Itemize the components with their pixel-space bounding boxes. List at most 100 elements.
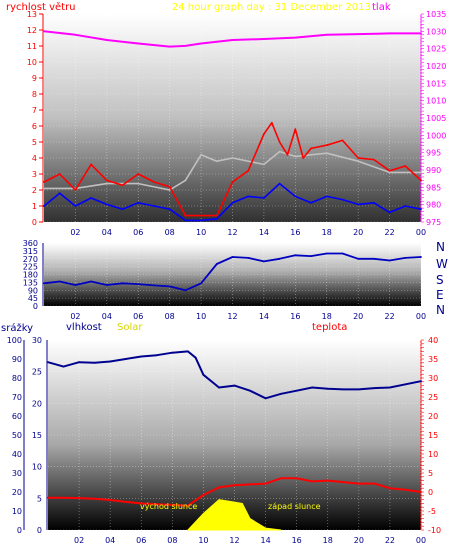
- p1-series-1-point: [137, 182, 140, 185]
- p1-series-3-point: [121, 208, 124, 211]
- p3-series-1-point: [357, 482, 360, 485]
- p1-ytick-right: 1015: [426, 79, 446, 88]
- p1-series-0-point: [74, 33, 77, 36]
- p1-ytick-left: 3: [32, 170, 37, 179]
- p3-series-0-point: [194, 356, 197, 359]
- p2-xtick: 00: [416, 312, 426, 321]
- p3-ytick-temp: 5: [428, 469, 433, 478]
- p1-series-3-point: [404, 205, 407, 207]
- p2-series-0-point: [420, 256, 422, 258]
- p3-series-0-point: [78, 361, 80, 364]
- p2-ytick: 180: [23, 271, 38, 280]
- p2-series-0-point: [200, 282, 203, 285]
- p2-xtick: 12: [227, 312, 237, 321]
- p1-ytick-right: 1010: [426, 97, 446, 106]
- p1-series-2-point: [215, 214, 218, 217]
- p3-xtick: 06: [136, 536, 146, 545]
- panel1-plot-area: [44, 14, 421, 222]
- p2-series-0-point: [310, 255, 312, 257]
- p1-series-0-point: [43, 30, 45, 33]
- p1-series-0-point: [294, 36, 297, 39]
- p1-series-1-point: [231, 157, 234, 159]
- p1-series-2-point: [404, 165, 407, 167]
- p3-series-0-point: [249, 389, 251, 392]
- p1-series-2-point: [420, 179, 422, 182]
- p1-xtick: 04: [102, 228, 112, 237]
- p1-series-0-point: [357, 33, 360, 35]
- p1-series-3-point: [231, 201, 234, 204]
- p1-series-1-point: [388, 171, 391, 174]
- p3-series-1-point: [218, 486, 220, 489]
- p2-xtick: 04: [102, 312, 112, 321]
- p1-series-3-point: [168, 208, 171, 211]
- p2-series-0-point: [43, 282, 45, 285]
- p1-series-3-point: [153, 205, 155, 207]
- p1-series-3-point: [388, 211, 391, 214]
- p3-series-1-point: [373, 482, 376, 485]
- p1-series-0-point: [420, 32, 422, 35]
- p2-series-0-point: [404, 257, 407, 259]
- p1-series-2-point: [90, 163, 92, 166]
- p3-ytick-humidity: 20: [32, 399, 42, 408]
- p2-xtick: 20: [353, 312, 363, 321]
- p3-xtick: 16: [292, 536, 302, 545]
- p3-series-1-point: [171, 504, 174, 506]
- p3-series-1-point: [326, 479, 329, 482]
- p3-ytick-humidity: 5: [37, 494, 42, 503]
- solar-label: Solar: [117, 322, 143, 333]
- p2-series-0-point: [231, 256, 234, 258]
- p3-series-0-point: [420, 380, 422, 383]
- p1-xtick: 08: [165, 228, 175, 237]
- p3-series-0-point: [311, 386, 314, 389]
- p2-series-0-point: [325, 252, 328, 255]
- p1-series-2-point: [247, 169, 250, 172]
- p3-ytick-rain: 80: [12, 374, 22, 383]
- p1-series-0-point: [231, 39, 234, 41]
- p3-series-0-point: [140, 355, 143, 358]
- p1-series-2-point: [105, 179, 108, 182]
- p3-ytick-temp: -5: [428, 507, 436, 516]
- p1-series-0-point: [325, 33, 328, 36]
- p1-series-2-point: [341, 139, 344, 142]
- p1-series-3-point: [200, 219, 203, 222]
- p3-xtick: 12: [229, 536, 239, 545]
- p1-ytick-left: 10: [27, 58, 37, 67]
- p3-series-0-point: [373, 387, 376, 389]
- p1-series-0-point: [263, 38, 265, 40]
- p3-ytick-temp: 10: [428, 450, 438, 459]
- p3-series-0-point: [93, 361, 96, 364]
- p3-series-1-point: [140, 502, 143, 505]
- p1-series-1-point: [357, 160, 360, 163]
- dir-label-w: W: [436, 257, 448, 271]
- p3-xtick: 20: [354, 536, 364, 545]
- p2-xtick: 22: [384, 312, 394, 321]
- p3-xtick: 02: [74, 536, 84, 545]
- p2-xtick: 10: [196, 312, 206, 321]
- p1-ytick-left: 0: [32, 218, 37, 227]
- p1-xtick: 14: [259, 228, 269, 237]
- p1-series-1: [44, 150, 421, 191]
- p1-series-2-point: [357, 157, 360, 159]
- p3-series-1-point: [202, 494, 205, 496]
- p1-series-3-point: [90, 197, 92, 199]
- p2-series-0-point: [168, 285, 171, 288]
- p1-series-2-point: [286, 153, 289, 156]
- p1-series-2-point: [302, 157, 305, 159]
- p3-series-0-point: [357, 388, 360, 391]
- panel2-plot-area: [44, 243, 421, 306]
- p1-series-3-point: [58, 192, 61, 195]
- p1-series-2-point: [137, 173, 140, 175]
- p1-xtick: 18: [322, 228, 332, 237]
- p1-series-3-point: [247, 195, 250, 198]
- p3-xtick: 18: [323, 536, 333, 545]
- sunset-label: západ slunce: [268, 502, 321, 511]
- p1-ytick-left: 7: [32, 106, 37, 115]
- p1-series-1-point: [294, 155, 297, 158]
- p3-xtick: 22: [385, 536, 395, 545]
- p1-series-2-point: [121, 184, 124, 187]
- p1-series-2-point: [373, 158, 375, 161]
- p1-series-2-point: [43, 181, 45, 183]
- p3-solar-area: [186, 499, 282, 531]
- p1-series-3-point: [420, 208, 422, 211]
- p1-ytick-right: 975: [426, 218, 441, 227]
